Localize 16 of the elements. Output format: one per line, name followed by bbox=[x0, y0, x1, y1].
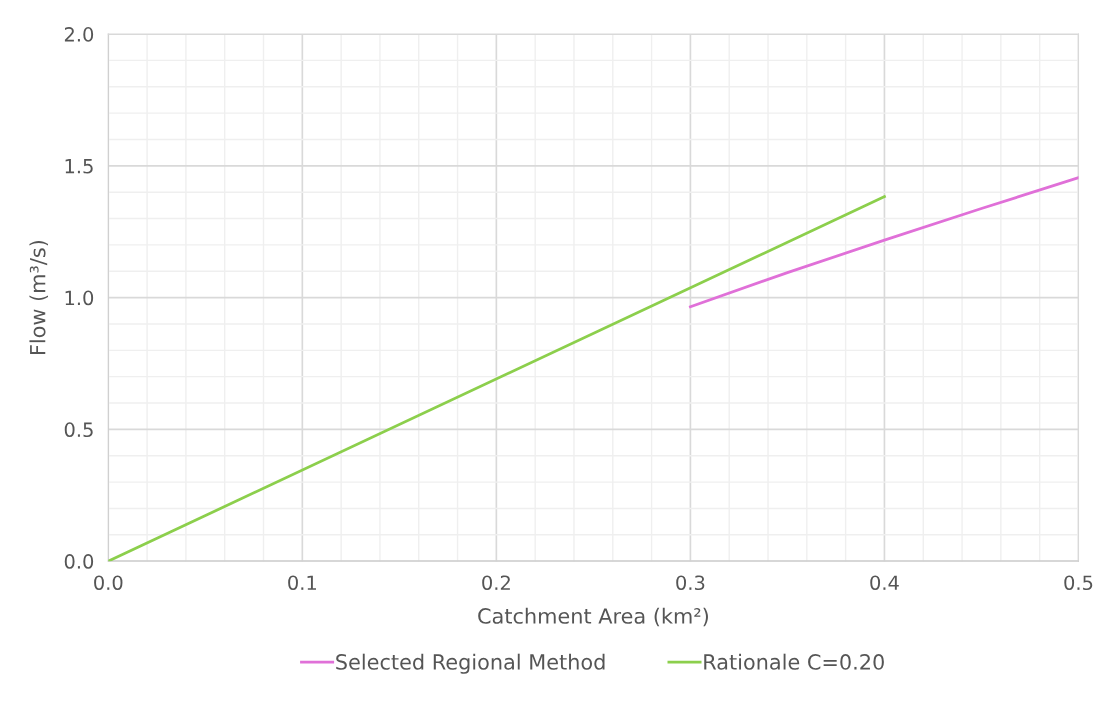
x-axis-title: Catchment Area (km²) bbox=[478, 607, 708, 627]
legend-label: Rationale C=0.20 bbox=[704, 653, 884, 670]
y-tick-label: 1.5 bbox=[65, 159, 93, 174]
y-tick-label: 0.5 bbox=[64, 422, 93, 438]
line-series bbox=[689, 176, 1079, 309]
x-tick-label: 0.4 bbox=[870, 575, 899, 591]
y-tick-label: 0.0 bbox=[64, 554, 94, 569]
x-tick-label: 0.3 bbox=[676, 575, 705, 591]
y-tick-label: 2.0 bbox=[64, 27, 94, 42]
y-axis-title: Flow (m³/s) bbox=[29, 240, 48, 355]
x-tick-label: 0.0 bbox=[94, 575, 123, 591]
x-tick-label: 0.5 bbox=[1064, 575, 1093, 591]
y-tick-label: 1.0 bbox=[65, 290, 94, 306]
x-tick-label: 0.1 bbox=[288, 575, 316, 591]
legend-label: Selected Regional Method bbox=[336, 653, 605, 674]
x-tick-label: 0.2 bbox=[482, 575, 510, 591]
